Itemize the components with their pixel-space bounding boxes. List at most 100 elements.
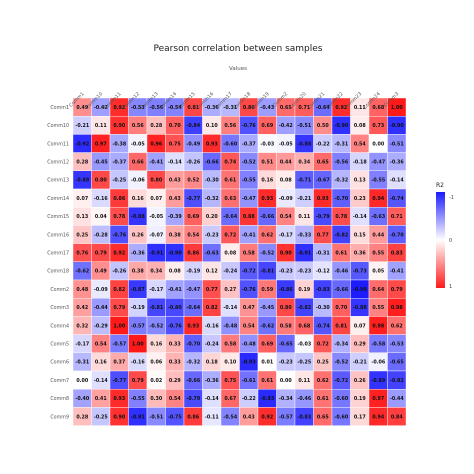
cell-value-label: 0.19: [354, 396, 366, 402]
cell-value-label: -0.80: [168, 305, 182, 311]
cell-value-label: -0.89: [371, 378, 385, 384]
legend-title: R2: [436, 182, 444, 189]
cell-value-label: 0.51: [261, 160, 273, 166]
cell-value-label: -0.79: [186, 396, 200, 402]
cell-value-label: 0.79: [391, 287, 403, 293]
cell-value-label: -0.25: [112, 178, 126, 184]
cell-value-label: 0.04: [95, 214, 107, 220]
cell-value-label: -0.52: [242, 160, 256, 166]
cell-value-label: -0.14: [390, 178, 404, 184]
cell-value-label: 0.86: [113, 196, 125, 202]
cell-value-label: -0.57: [279, 414, 293, 420]
cell-value-label: 0.44: [372, 232, 384, 238]
cell-value-label: -0.31: [75, 360, 89, 366]
cell-value-label: 0.28: [76, 414, 88, 420]
cell-value-label: 0.36: [354, 251, 366, 257]
cell-value-label: -0.36: [205, 378, 219, 384]
cell-value-label: -0.21: [75, 123, 89, 129]
cell-value-label: -0.31: [334, 141, 348, 147]
cell-value-label: 0.50: [317, 123, 329, 129]
cell-value-label: 0.69: [261, 342, 273, 348]
cell-value-label: -0.46: [334, 269, 348, 275]
cell-value-label: 0.26: [354, 378, 366, 384]
y-tick-label: Comm17: [47, 251, 69, 257]
cell-value-label: 0.29: [354, 342, 366, 348]
cell-value-label: 0.52: [187, 178, 199, 184]
cell-value-label: 0.82: [206, 305, 218, 311]
cell-value-label: -0.29: [94, 323, 108, 329]
cell-value-label: -0.53: [390, 342, 404, 348]
cell-value-label: 0.42: [76, 305, 88, 311]
cell-value-label: 0.92: [261, 414, 273, 420]
cell-value-label: -0.40: [75, 396, 89, 402]
cell-value-label: 0.93: [317, 196, 329, 202]
cell-value-label: 0.62: [391, 323, 403, 329]
cell-value-label: 0.79: [95, 251, 107, 257]
cell-value-label: 0.61: [261, 378, 273, 384]
cell-value-label: 0.67: [224, 396, 236, 402]
cell-value-label: 0.16: [132, 196, 144, 202]
cell-value-label: 0.38: [132, 269, 144, 275]
x-axis-label: Values: [229, 66, 247, 72]
cell-value-label: 0.90: [113, 414, 125, 420]
cell-value-label: -0.83: [316, 287, 330, 293]
cell-value-label: -0.16: [94, 196, 108, 202]
cell-value-label: -0.25: [94, 414, 108, 420]
cell-value-label: -0.05: [279, 141, 293, 147]
cell-value-label: -0.48: [242, 342, 256, 348]
cell-value-label: -0.39: [168, 214, 182, 220]
cell-value-label: 0.28: [150, 123, 162, 129]
chart-title: Pearson correlation between samples: [154, 44, 323, 54]
cell-value-label: 0.00: [372, 141, 384, 147]
cell-value-label: 0.56: [132, 123, 144, 129]
cell-value-label: -0.24: [223, 269, 237, 275]
cell-value-label: -0.60: [223, 141, 237, 147]
cell-value-label: -0.57: [112, 342, 126, 348]
cell-value-label: -0.71: [297, 178, 311, 184]
cell-value-label: 0.81: [335, 323, 347, 329]
cell-value-label: -0.47: [371, 160, 385, 166]
cell-value-label: -0.52: [149, 323, 163, 329]
cell-value-label: 0.98: [372, 323, 384, 329]
legend-tick-min: -1: [449, 195, 454, 201]
cell-value-label: -0.37: [242, 141, 256, 147]
cell-value-label: -0.09: [94, 287, 108, 293]
cell-value-label: -0.47: [242, 196, 256, 202]
y-tick-label: Comm3: [50, 305, 69, 311]
cell-value-label: 0.43: [169, 178, 181, 184]
cell-value-label: -0.30: [316, 305, 330, 311]
cell-value-label: -0.65: [279, 342, 293, 348]
cell-value-label: 0.61: [224, 178, 236, 184]
cell-value-label: 0.59: [261, 287, 273, 293]
cell-value-label: -0.28: [94, 232, 108, 238]
cell-value-label: 1.00: [113, 323, 125, 329]
cell-value-label: 0.00: [280, 378, 292, 384]
cell-value-label: -0.38: [112, 141, 126, 147]
cell-value-label: -0.90: [334, 123, 348, 129]
cell-value-label: -0.99: [353, 287, 367, 293]
cell-value-label: -0.14: [353, 214, 367, 220]
cell-value-label: 0.32: [76, 323, 88, 329]
cell-value-label: 0.33: [169, 360, 181, 366]
cell-value-label: -0.41: [168, 287, 182, 293]
cell-value-label: -0.91: [131, 414, 145, 420]
y-tick-label: Comm16: [47, 232, 69, 238]
cell-value-label: 0.93: [261, 196, 273, 202]
cell-value-label: 0.75: [169, 141, 181, 147]
cell-value-label: -0.44: [94, 305, 108, 311]
cell-value-label: -0.26: [112, 269, 126, 275]
cell-value-label: 0.79: [132, 378, 144, 384]
cell-value-label: 0.69: [187, 214, 199, 220]
cell-value-label: 1.00: [132, 342, 144, 348]
cell-value-label: -0.31: [316, 251, 330, 257]
cell-value-label: 0.65: [317, 414, 329, 420]
cell-value-label: 0.01: [261, 360, 273, 366]
cell-value-label: -0.55: [131, 396, 145, 402]
cell-value-label: -0.45: [94, 160, 108, 166]
cell-value-label: 0.28: [76, 160, 88, 166]
cell-value-label: -0.44: [390, 396, 404, 402]
cell-value-label: -0.25: [297, 360, 311, 366]
cell-value-label: -0.76: [242, 287, 256, 293]
cell-value-label: 0.23: [354, 196, 366, 202]
cell-value-label: 0.34: [298, 160, 310, 166]
